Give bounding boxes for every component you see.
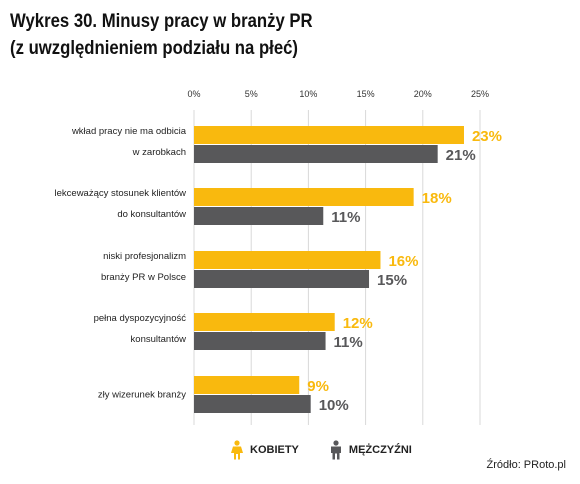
data-label: 15% [377, 272, 407, 289]
category-label: pełna dyspozycyjność [94, 313, 187, 324]
legend-label-mezczyzni: MĘŻCZYŹNI [348, 444, 412, 456]
data-label: 21% [446, 147, 476, 164]
bar-kobiety [194, 126, 464, 144]
data-label: 11% [331, 209, 360, 226]
data-label: 11% [334, 334, 363, 351]
data-label: 23% [472, 128, 502, 145]
bar-kobiety [194, 376, 300, 394]
man-icon [330, 440, 341, 460]
bar-mezczyzni [194, 395, 311, 413]
legend-item-kobiety: KOBIETY [230, 440, 299, 460]
category-label: do konsultantów [117, 209, 186, 220]
bar-kobiety [194, 251, 381, 269]
x-tick-label: 0% [187, 89, 200, 99]
x-tick-label: 5% [245, 89, 258, 99]
legend: KOBIETY MĘŻCZYŹNI [230, 440, 442, 460]
x-tick-label: 25% [471, 89, 489, 99]
chart-title: Wykres 30. Minusy pracy w branży PR (z u… [10, 8, 313, 62]
category-label: branży PR w Polsce [101, 272, 186, 283]
source-note: Źródło: PRoto.pl [486, 459, 566, 471]
bar-mezczyzni [194, 270, 370, 288]
x-tick-label: 20% [414, 89, 432, 99]
bar-mezczyzni [194, 145, 438, 163]
title-line-1: Wykres 30. Minusy pracy w branży PR [10, 11, 313, 32]
bar-mezczyzni [194, 207, 324, 225]
legend-label-kobiety: KOBIETY [250, 444, 299, 456]
x-tick-label: 15% [357, 89, 375, 99]
data-label: 12% [343, 315, 373, 332]
data-label: 9% [307, 378, 329, 395]
legend-item-mezczyzni: MĘŻCZYŹNI [329, 440, 412, 460]
data-label: 16% [388, 253, 418, 270]
title-line-2: (z uwzględnieniem podziału na płeć) [10, 38, 298, 59]
bar-kobiety [194, 313, 335, 331]
category-label: konsultantów [131, 334, 187, 345]
woman-icon [231, 440, 243, 460]
bar-kobiety [194, 188, 414, 206]
data-label: 18% [422, 190, 452, 207]
x-tick-label: 10% [299, 89, 317, 99]
bar-mezczyzni [194, 332, 326, 350]
category-label: niski profesjonalizm [103, 251, 186, 262]
data-label: 10% [319, 397, 349, 414]
category-label: lekceważący stosunek klientów [55, 188, 187, 199]
category-label: w zarobkach [132, 147, 186, 158]
category-label: zły wizerunek branży [98, 390, 186, 401]
category-label: wkład pracy nie ma odbicia [71, 126, 187, 137]
